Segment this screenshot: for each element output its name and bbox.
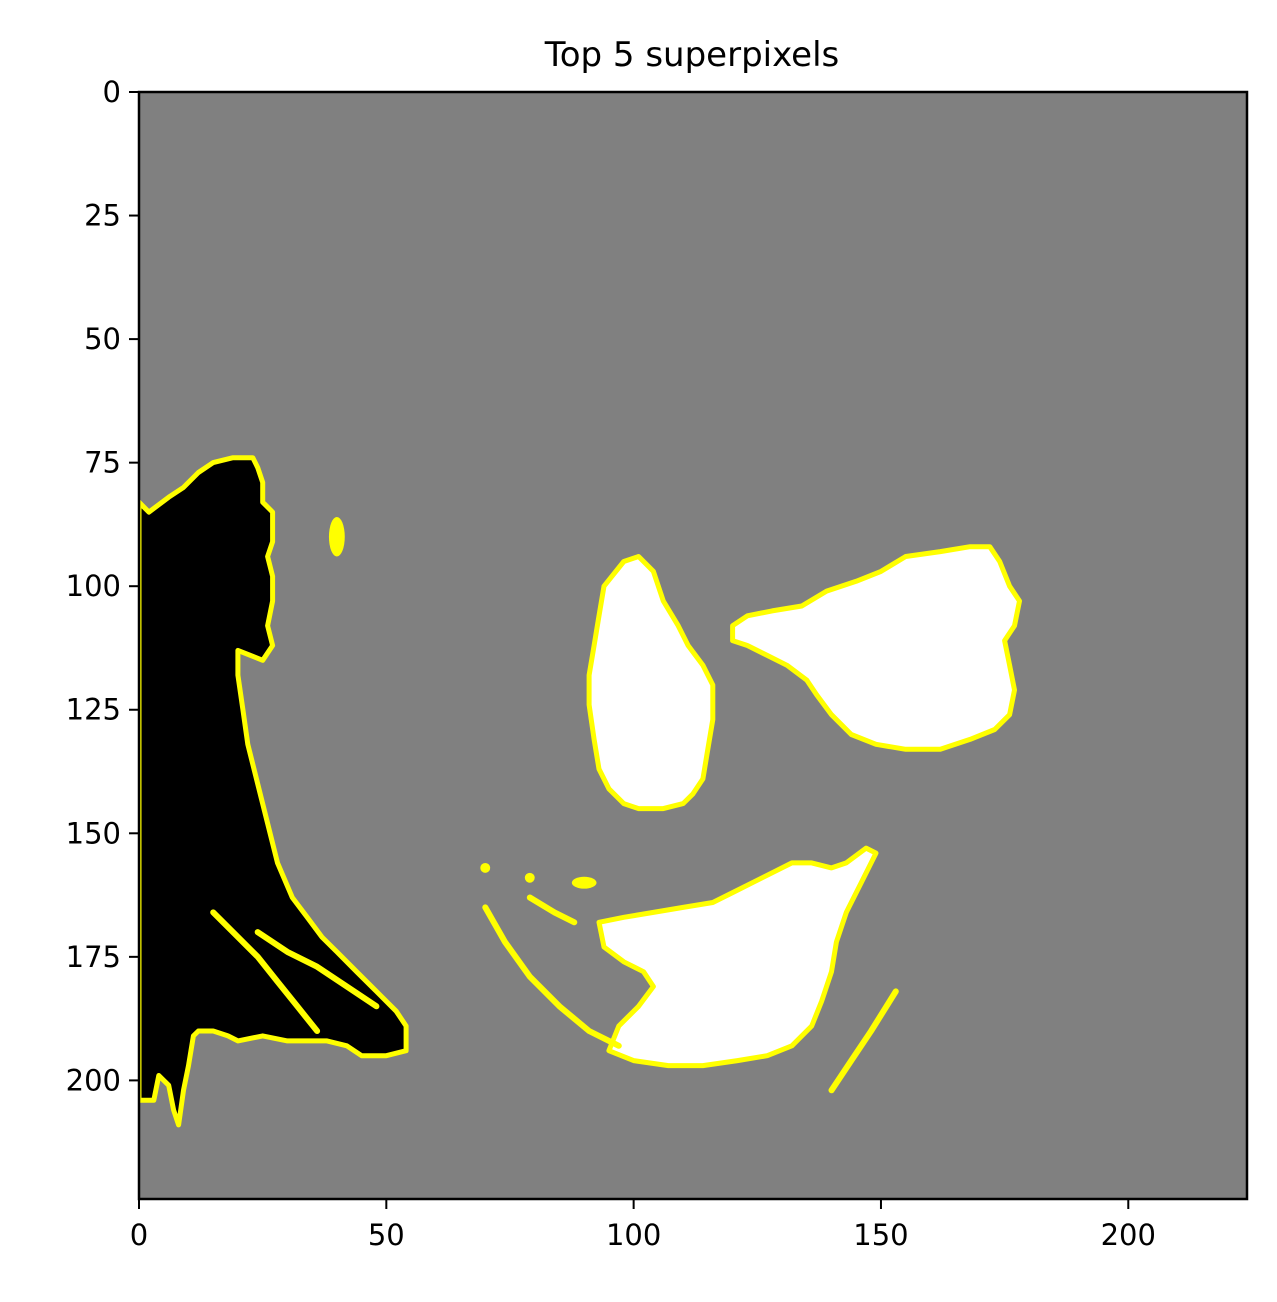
y-tick-label: 25 [84,199,121,233]
chart-title: Top 5 superpixels [544,35,840,75]
mouth-white-region [596,845,879,1069]
mouth-speck-3 [571,876,597,889]
small-left-speck [328,517,345,557]
mouth-speck-1 [480,862,491,873]
x-tick-label: 50 [368,1218,405,1252]
x-axis: 0 50 100 150 200 [130,1199,1156,1252]
y-axis: 0 25 50 75 100 125 150 175 200 [66,75,139,1097]
left-black-region [139,455,409,1128]
right-cheek-streak [828,988,899,1094]
y-tick-label: 125 [66,693,121,727]
x-tick-label: 0 [130,1218,148,1252]
axes-frame [137,90,1249,1201]
y-tick-label: 0 [103,75,121,109]
left-lower-streak [210,909,321,1034]
y-tick-label: 100 [66,569,121,603]
mouth-left-arc [482,904,622,1049]
left-inner-streak [254,929,380,1010]
image-content [139,455,1022,1128]
mouth-speck-2 [524,872,535,883]
y-tick-label: 75 [84,446,121,480]
y-tick-label: 175 [66,940,121,974]
left-eye-white-region [586,554,716,812]
mouth-upper-fragment [526,894,578,926]
x-tick-label: 100 [606,1218,661,1252]
y-tick-label: 150 [66,816,121,850]
x-tick-label: 150 [853,1218,908,1252]
y-tick-label: 50 [84,322,121,356]
x-tick-label: 200 [1101,1218,1156,1252]
y-tick-label: 200 [66,1063,121,1097]
right-eye-white-region [730,544,1022,752]
